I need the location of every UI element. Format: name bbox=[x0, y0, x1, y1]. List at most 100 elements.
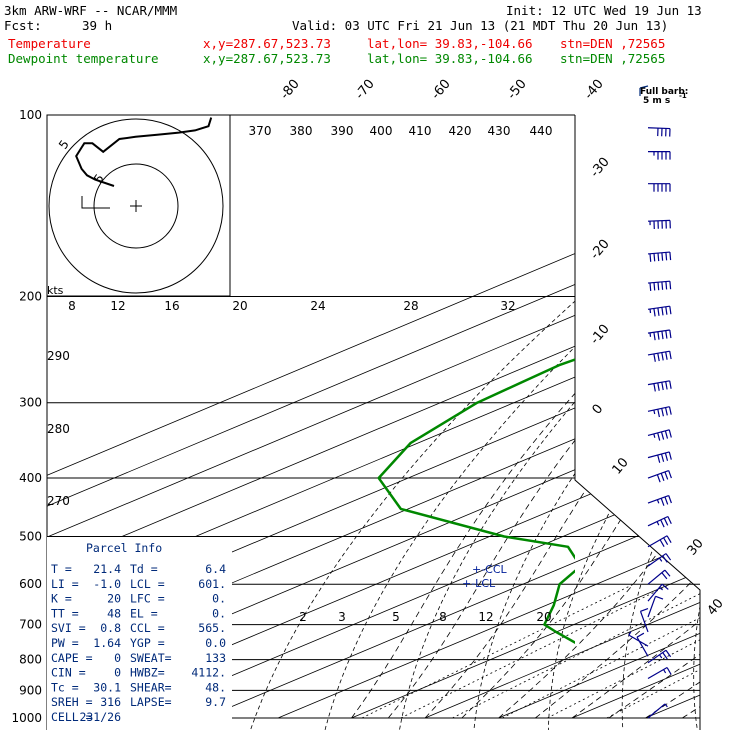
barb-staff bbox=[647, 596, 657, 618]
parcel-row-7-col-0: CIN = bbox=[51, 666, 86, 680]
moist-adiabat bbox=[498, 296, 700, 719]
temperature-legend: Temperature bbox=[8, 36, 91, 51]
dewpoint-profile bbox=[377, 358, 575, 644]
wind-barb bbox=[639, 608, 649, 633]
barb-flag bbox=[657, 331, 660, 340]
wind-barb bbox=[647, 280, 672, 291]
isotherm-line bbox=[424, 115, 700, 719]
pressure-tick-300: 300 bbox=[19, 396, 42, 410]
isotherm-label--80: -80 bbox=[278, 77, 303, 103]
isotherm-line bbox=[47, 115, 700, 719]
wind-barb bbox=[647, 329, 672, 341]
barb-flag bbox=[663, 537, 669, 545]
parcel-row-8-col-3: 48. bbox=[205, 680, 226, 694]
speed-label-20: 20 bbox=[232, 299, 247, 313]
speed-label-16: 16 bbox=[164, 299, 179, 313]
wind-barb bbox=[628, 631, 649, 647]
wind-barb bbox=[647, 666, 672, 680]
barb-flag bbox=[665, 306, 668, 315]
parcel-info-box: Parcel Info T = 21.4 Td = 6.4 LI = -1.0 LCL = 6… bbox=[47, 537, 232, 730]
wind-barb bbox=[647, 350, 672, 362]
barb-flag bbox=[661, 572, 668, 580]
barb-half bbox=[656, 499, 660, 504]
wind-barb bbox=[647, 406, 672, 418]
dewpoint-station: stn=DEN ,72565 bbox=[560, 51, 666, 66]
barb-flag bbox=[669, 281, 672, 290]
moist-adiabat bbox=[351, 296, 669, 719]
wind-barb bbox=[647, 380, 672, 392]
valid-time: Valid: 03 UTC Fri 21 Jun 13 (21 MDT Thu … bbox=[292, 18, 669, 33]
pressure-tick-900: 900 bbox=[19, 683, 42, 697]
parcel-info-title: Parcel Info bbox=[86, 541, 162, 555]
barb-staff bbox=[647, 406, 670, 412]
wind-barb bbox=[647, 127, 671, 137]
barb-staff bbox=[636, 636, 649, 657]
pressure-tick-500: 500 bbox=[19, 529, 42, 543]
parcel-row-7-col-1: 0 bbox=[114, 666, 121, 680]
speed-label-28: 28 bbox=[403, 299, 418, 313]
parcel-row-4-col-2: CCL = bbox=[130, 621, 165, 635]
barb-flag bbox=[656, 474, 661, 483]
theta-label-380: 380 bbox=[290, 124, 313, 138]
barb-legend-line1: Full barb: bbox=[640, 87, 688, 97]
parcel-row-3-col-0: TT = bbox=[51, 606, 79, 620]
skewed-grid bbox=[47, 115, 700, 730]
barb-legend-superscript: -1 bbox=[679, 92, 687, 100]
barb-staff bbox=[647, 305, 670, 310]
barb-staff bbox=[647, 649, 667, 664]
isotherm-line bbox=[204, 115, 700, 719]
mixing-ratio-label-20: 20 bbox=[536, 610, 551, 624]
parcel-row-10-col-0: CELL = bbox=[51, 710, 93, 724]
barb-flag bbox=[657, 409, 660, 418]
barb-flag bbox=[665, 381, 668, 390]
dry-adiabat bbox=[693, 115, 700, 730]
moist-adiabat bbox=[461, 296, 700, 719]
mixing-ratio-line bbox=[452, 583, 700, 719]
barb-flag bbox=[649, 253, 652, 262]
dewpoint-xy: x,y=287.67,523.73 bbox=[203, 51, 331, 66]
barb-legend: Full barb: 5 m s -1 bbox=[639, 85, 688, 106]
parcel-row-0-col-3: 6.4 bbox=[205, 562, 226, 576]
barb-staff bbox=[647, 583, 663, 602]
wind-barb bbox=[648, 183, 671, 192]
barb-half bbox=[656, 521, 660, 526]
theta-label-430: 430 bbox=[488, 124, 511, 138]
barb-staff bbox=[647, 569, 666, 585]
wind-barb bbox=[648, 151, 671, 160]
mixing-ratio-line bbox=[547, 583, 700, 719]
parcel-row-8-col-2: SHEAR= bbox=[130, 680, 172, 694]
parcel-row-6-col-0: CAPE = bbox=[51, 651, 93, 665]
isotherm-label--20: -20 bbox=[588, 237, 613, 263]
barb-half bbox=[628, 631, 632, 636]
parcel-row-6-col-1: 0 bbox=[114, 651, 121, 665]
barb-half bbox=[649, 332, 652, 337]
barb-staff bbox=[647, 703, 666, 719]
barb-flag bbox=[664, 569, 671, 577]
barb-flag bbox=[657, 353, 660, 362]
isotherm-line bbox=[351, 115, 700, 719]
theta-label-370: 370 bbox=[249, 124, 272, 138]
parcel-row-8-col-1: 30.1 bbox=[93, 680, 121, 694]
hodograph-trace bbox=[75, 117, 213, 187]
temperature-xy: x,y=287.67,523.73 bbox=[203, 36, 331, 51]
dry-adiabat bbox=[548, 115, 700, 730]
barb-staff bbox=[647, 127, 671, 130]
isotherm-line bbox=[47, 115, 700, 719]
parcel-row-9-col-3: 9.7 bbox=[205, 695, 226, 709]
barb-half bbox=[659, 586, 663, 591]
parcel-row-9-col-1: 316 bbox=[100, 695, 121, 709]
barb-flag bbox=[664, 430, 669, 439]
theta-label-420: 420 bbox=[449, 124, 472, 138]
barb-half bbox=[659, 654, 663, 659]
mixing-ratio-line bbox=[400, 583, 671, 719]
ccl-annotation: +-CCL bbox=[472, 563, 508, 576]
wind-barb bbox=[647, 569, 671, 585]
barb-flag bbox=[664, 452, 669, 461]
parcel-row-10-col-1: 231/26 bbox=[79, 710, 121, 724]
barb-flag bbox=[665, 281, 668, 290]
isotherm-line bbox=[47, 115, 700, 719]
barb-flag bbox=[661, 307, 664, 316]
parcel-row-8-col-0: Tc = bbox=[51, 680, 79, 694]
barb-flag bbox=[661, 352, 664, 361]
